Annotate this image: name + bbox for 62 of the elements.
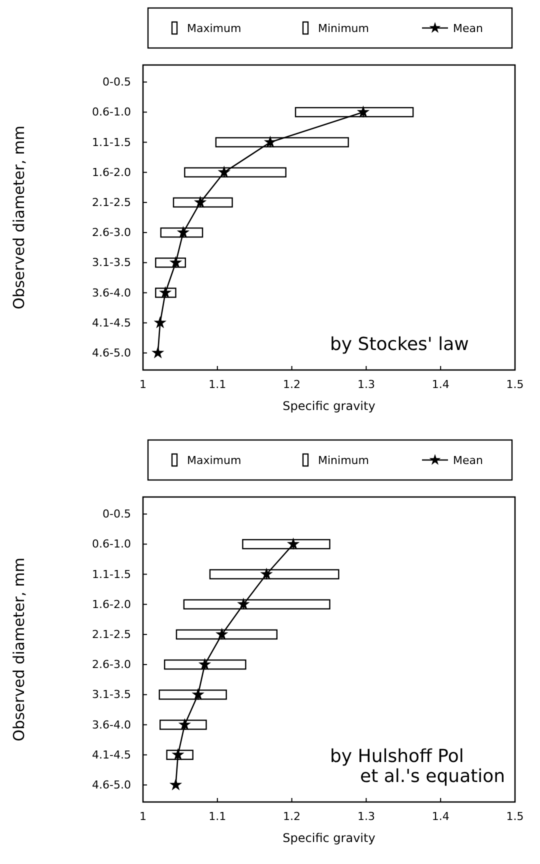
- y-tick-label: 1.1-1.5: [92, 136, 131, 149]
- x-tick-label: 1.4: [432, 810, 450, 823]
- y-tick-label: 4.1-4.5: [92, 316, 131, 330]
- legend-label: Mean: [453, 22, 483, 35]
- x-tick-label: 1.1: [208, 378, 226, 391]
- y-tick-label: 4.6-5.0: [92, 346, 131, 360]
- legend-label: Mean: [453, 454, 483, 467]
- x-tick-label: 1.5: [506, 810, 524, 823]
- y-tick-label: 3.1-3.5: [92, 688, 131, 702]
- point: [178, 718, 192, 730]
- point: [194, 196, 207, 208]
- y-tick-label: 0-0.5: [102, 508, 131, 521]
- annotation: by Hulshoff Pol et al.'s equation: [330, 746, 506, 787]
- point: [216, 628, 228, 640]
- legend-label: Minimum: [318, 454, 369, 467]
- point: [169, 778, 182, 790]
- y-axis-title: Observed diameter, mm: [10, 126, 28, 310]
- y-tick-label: 1.6-2.0: [92, 598, 131, 611]
- y-tick-label: 0-0.5: [102, 76, 131, 89]
- point: [192, 688, 204, 700]
- point: [286, 537, 300, 550]
- point: [260, 568, 273, 580]
- point: [176, 226, 190, 238]
- point: [198, 658, 212, 670]
- y-tick-label: 2.1-2.5: [92, 196, 131, 209]
- legend-label: Minimum: [318, 22, 369, 35]
- annotation: by Stockes' law: [330, 334, 469, 355]
- point: [356, 105, 370, 118]
- y-tick-label: 2.6-3.0: [92, 658, 131, 672]
- y-tick-label: 3.1-3.5: [92, 256, 131, 270]
- y-tick-label: 2.1-2.5: [92, 628, 131, 641]
- x-tick-label: 1.2: [283, 378, 301, 391]
- y-tick-label: 4.6-5.0: [92, 778, 131, 792]
- x-tick-label: 1.2: [283, 810, 301, 823]
- x-tick-label: 1.3: [357, 810, 375, 823]
- y-tick-label: 1.1-1.5: [92, 568, 131, 581]
- x-tick-label: 1.3: [357, 378, 375, 391]
- y-tick-label: 3.6-4.0: [92, 286, 131, 300]
- y-tick-label: 0.6-1.0: [92, 106, 131, 119]
- point: [154, 316, 166, 328]
- point: [152, 346, 164, 358]
- y-axis-title: Observed diameter, mm: [10, 558, 28, 742]
- point: [218, 166, 230, 178]
- y-tick-label: 2.6-3.0: [92, 226, 131, 240]
- x-tick-label: 1: [140, 378, 146, 391]
- x-tick-label: 1.5: [506, 378, 524, 391]
- x-tick-label: 1.4: [432, 378, 450, 391]
- point: [158, 286, 172, 298]
- legend-label: Maximum: [187, 454, 242, 467]
- y-tick-label: 3.6-4.0: [92, 718, 131, 732]
- legend-label: Maximum: [187, 22, 242, 35]
- x-tick-label: 1: [140, 810, 146, 823]
- y-tick-label: 0.6-1.0: [92, 538, 131, 551]
- y-tick-label: 4.1-4.5: [92, 748, 131, 762]
- x-axis-title: Specific gravity: [282, 399, 376, 413]
- y-tick-label: 1.6-2.0: [92, 166, 131, 179]
- x-tick-label: 1.1: [208, 810, 226, 823]
- point: [264, 136, 277, 148]
- point: [237, 598, 250, 610]
- point: [172, 748, 184, 760]
- point: [169, 256, 182, 268]
- x-axis-title: Specific gravity: [282, 831, 376, 845]
